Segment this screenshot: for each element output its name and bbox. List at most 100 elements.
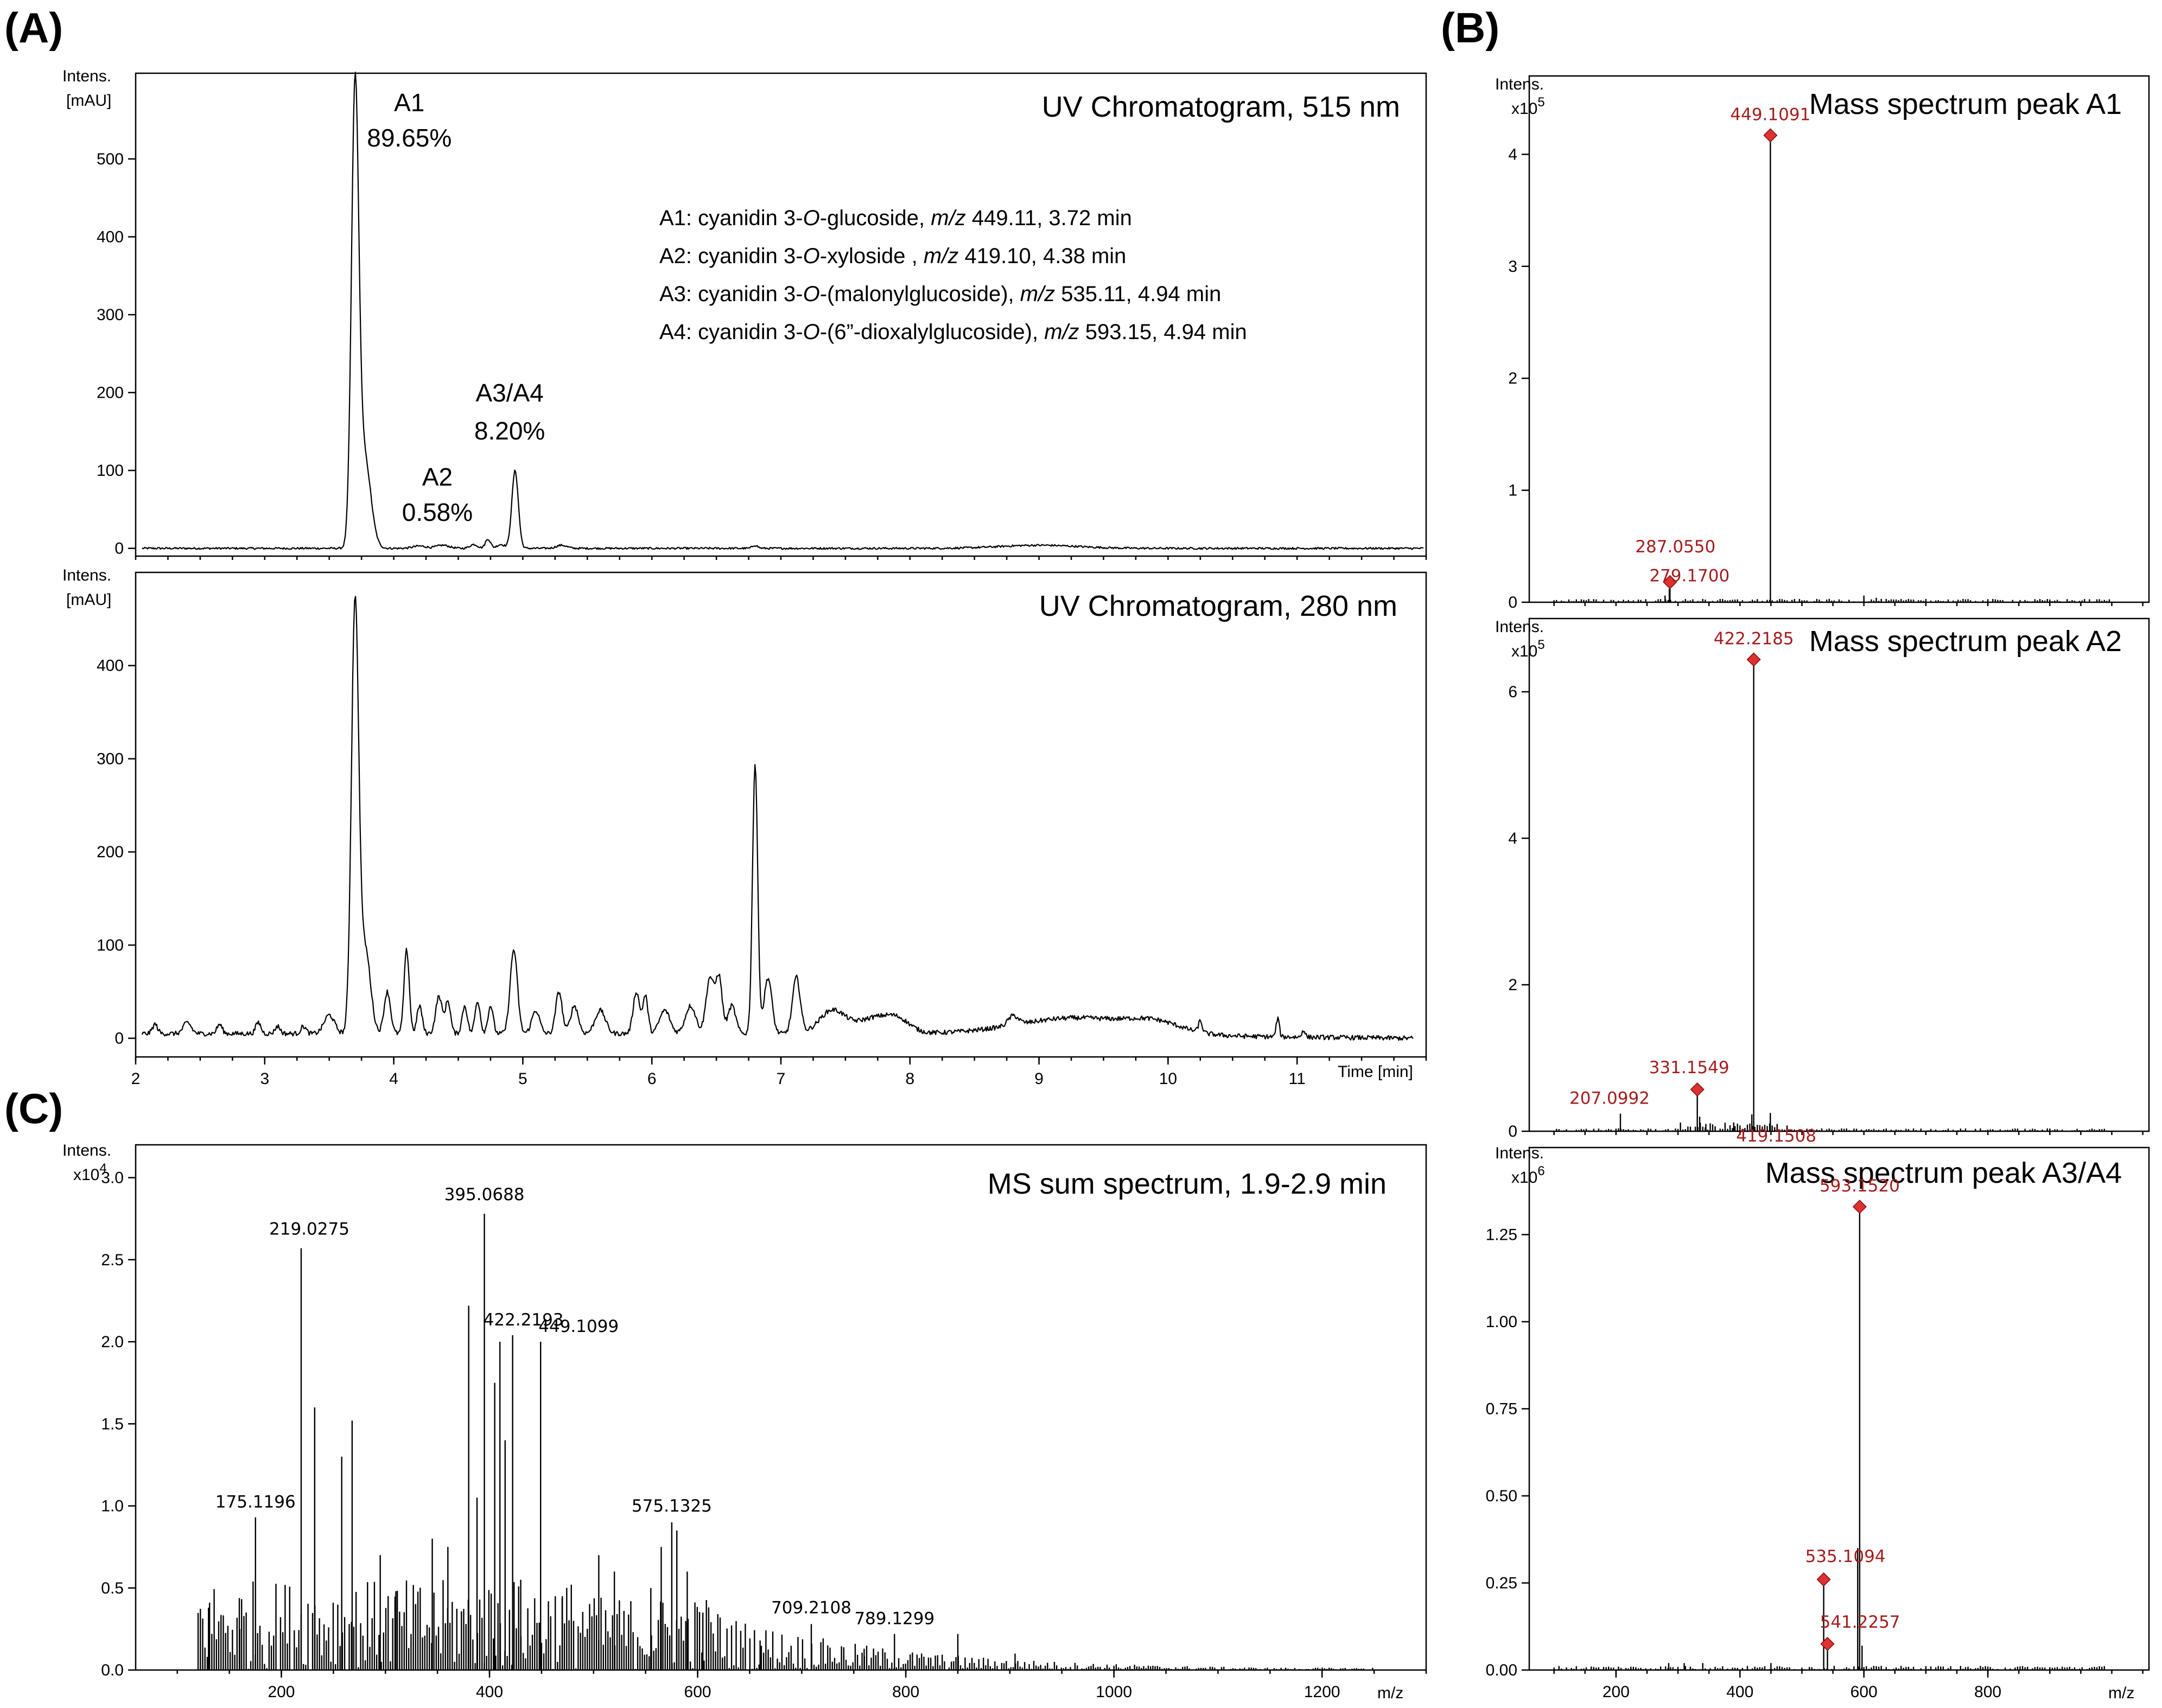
ms-a2-title: Mass spectrum peak A2	[1809, 625, 2122, 658]
ms-a1-frame	[1528, 75, 2150, 603]
panel-letter-b: (B)	[1441, 4, 1499, 52]
ms-a1-peak-label: 287.0550	[1635, 537, 1715, 557]
ms-a34-peak-marker	[1816, 1572, 1831, 1587]
uv280-ytick-label: 100	[97, 936, 124, 954]
ms-a2-peak-marker	[1746, 652, 1761, 667]
uv280-title: UV Chromatogram, 280 nm	[1039, 590, 1397, 622]
ms-a2-ylabel: Intens.	[1495, 618, 1544, 636]
ms-a2-peak-label: 207.0992	[1569, 1089, 1650, 1108]
uv280-xtick-label: 5	[518, 1070, 527, 1088]
ms-a2-chart: 0 2 4 6 422.2185 331.1549 207.0992 419.1508	[1508, 617, 2150, 1146]
ms-sum-ytick-label: 3.0	[101, 1169, 124, 1187]
uv280-xlabel: Time [min]	[1338, 1063, 1413, 1081]
ms-a2-peak-label: 422.2185	[1714, 629, 1794, 649]
ms-a34-title: Mass spectrum peak A3/A4	[1765, 1157, 2122, 1189]
uv280-xtick-label: 6	[647, 1070, 657, 1088]
legend-entry-a4: A4: cyanidin 3-O-(6”-dioxalylglucoside),…	[659, 320, 1247, 344]
ms-sum-ytick-label: 2.5	[101, 1251, 124, 1269]
panel-letter-c: (C)	[4, 1085, 63, 1132]
ms-sum-peak-label: 575.1325	[632, 1496, 712, 1516]
ms-sum-peak-label: 449.1099	[538, 1317, 619, 1336]
peak-label-a3-a4: A3/A4	[475, 379, 543, 407]
ms-a34-peak-label: 541.2257	[1820, 1613, 1900, 1632]
ms-sum-ytick-label: 0.5	[101, 1579, 124, 1597]
uv280-xtick-label: 4	[389, 1070, 398, 1088]
ms-sum-yscale: x104	[73, 1161, 107, 1184]
ms-a34-ytick-label: 0.00	[1486, 1661, 1517, 1679]
uv515-ytick-label: 0	[115, 540, 124, 558]
ms-sum-ytick-label: 1.5	[101, 1415, 124, 1433]
ms-sum-peak-label: 789.1299	[854, 1609, 934, 1628]
ms-a34-xtick-label: 400	[1726, 1683, 1753, 1701]
uv280-xtick-label: 9	[1034, 1070, 1044, 1088]
uv515-yunit: [mAU]	[66, 92, 111, 110]
ms-a2-ytick-label: 2	[1508, 976, 1517, 994]
ms-sum-peak-label: 395.0688	[444, 1185, 525, 1204]
uv515-ylabel: Intens.	[62, 67, 111, 85]
uv280-trace	[141, 596, 1414, 1041]
uv515-frame	[135, 72, 1427, 557]
ms-sum-frame	[135, 1144, 1427, 1671]
ms-a1-ytick-label: 3	[1508, 258, 1517, 276]
peak-label-a2: A2	[422, 463, 453, 491]
uv515-title: UV Chromatogram, 515 nm	[1042, 91, 1400, 123]
ms-sum-xlabel: m/z	[1377, 1684, 1403, 1702]
peak-percent-a1: 89.65%	[367, 124, 452, 152]
ms-a1-title: Mass spectrum peak A1	[1809, 88, 2122, 120]
ms-sum-peak-label: 422.2193	[484, 1310, 564, 1330]
ms-a34-xtick-label: 200	[1603, 1683, 1630, 1701]
ms-sum-xtick-label: 800	[892, 1683, 919, 1701]
ms-a34-peak-label: 593.1520	[1820, 1176, 1900, 1196]
ms-a34-peak-label: 535.1094	[1805, 1547, 1886, 1566]
ms-a2-peak-label: 419.1508	[1736, 1126, 1816, 1146]
uv515-ytick-label: 100	[97, 462, 124, 480]
uv280-yunit: [mAU]	[66, 591, 111, 609]
uv515-trace	[142, 72, 1424, 550]
ms-a34-ytick-label: 0.50	[1486, 1487, 1517, 1505]
ms-sum-peak-label: 219.0275	[269, 1220, 349, 1239]
ms-sum-ytick-label: 1.0	[101, 1497, 124, 1515]
legend-entry-a1: A1: cyanidin 3-O-glucoside, m/z 449.11, …	[659, 206, 1132, 230]
ms-a34-ytick-label: 1.00	[1486, 1313, 1517, 1331]
ms-a2-ytick-label: 0	[1508, 1123, 1517, 1140]
ms-sum-xtick-label: 1200	[1304, 1683, 1340, 1701]
uv280-ytick-label: 300	[97, 750, 124, 768]
uv515-ytick-label: 300	[97, 306, 124, 324]
ms-a34-peak-marker	[1852, 1200, 1867, 1214]
uv280-xtick-label: 2	[131, 1070, 141, 1088]
ms-sum-peak-label: 709.2108	[771, 1598, 851, 1617]
ms-a2-ytick-label: 6	[1508, 683, 1517, 701]
uv515-ytick-label: 400	[97, 228, 124, 246]
ms-a1-ytick-label: 4	[1508, 145, 1517, 163]
legend-entry-a2: A2: cyanidin 3-O-xyloside , m/z 419.10, …	[659, 244, 1126, 268]
uv280-ytick-label: 0	[115, 1030, 124, 1048]
ms-a34-xtick-label: 600	[1851, 1683, 1878, 1701]
uv280-xtick-label: 11	[1289, 1070, 1306, 1088]
uv280-xtick-label: 8	[905, 1070, 914, 1088]
ms-a1-ytick-label: 1	[1508, 482, 1517, 500]
ms-a1-peak-marker	[1663, 575, 1677, 589]
ms-a1-ytick-label: 2	[1508, 369, 1517, 387]
ms-sum-xtick-label: 200	[268, 1683, 295, 1701]
ms-a34-frame	[1528, 1146, 2150, 1671]
ms-a34-ytick-label: 0.25	[1486, 1575, 1517, 1592]
ms-a1-peak-label: 279.1700	[1649, 566, 1729, 586]
ms-a1-yscale: x105	[1511, 95, 1545, 118]
ms-a1-peak-label: 449.1091	[1730, 105, 1810, 124]
ms-sum-ylabel: Intens.	[62, 1142, 111, 1159]
peak-percent-a2: 0.58%	[402, 498, 473, 526]
ms-sum-peak-label: 175.1196	[215, 1493, 296, 1512]
ms-a2-peak-label: 331.1549	[1649, 1058, 1729, 1078]
ms-a34-yscale: x106	[1511, 1164, 1545, 1187]
ms-sum-xtick-label: 400	[476, 1683, 503, 1701]
uv280-xtick-label: 7	[777, 1070, 786, 1088]
ms-a2-ytick-label: 4	[1508, 830, 1517, 847]
uv280-xtick-label: 3	[260, 1070, 269, 1088]
uv280-ytick-label: 200	[97, 843, 124, 861]
ms-sum-ytick-label: 2.0	[101, 1333, 124, 1351]
ms-a34-chart: 0.00 0.25 0.50 0.75 1.00 1.25 200 400 600 800 593.…	[1486, 1146, 2150, 1701]
ms-a2-frame	[1528, 617, 2150, 1132]
ms-a2-peak-marker	[1690, 1082, 1705, 1097]
ms-sum-xtick-label: 600	[684, 1683, 711, 1701]
